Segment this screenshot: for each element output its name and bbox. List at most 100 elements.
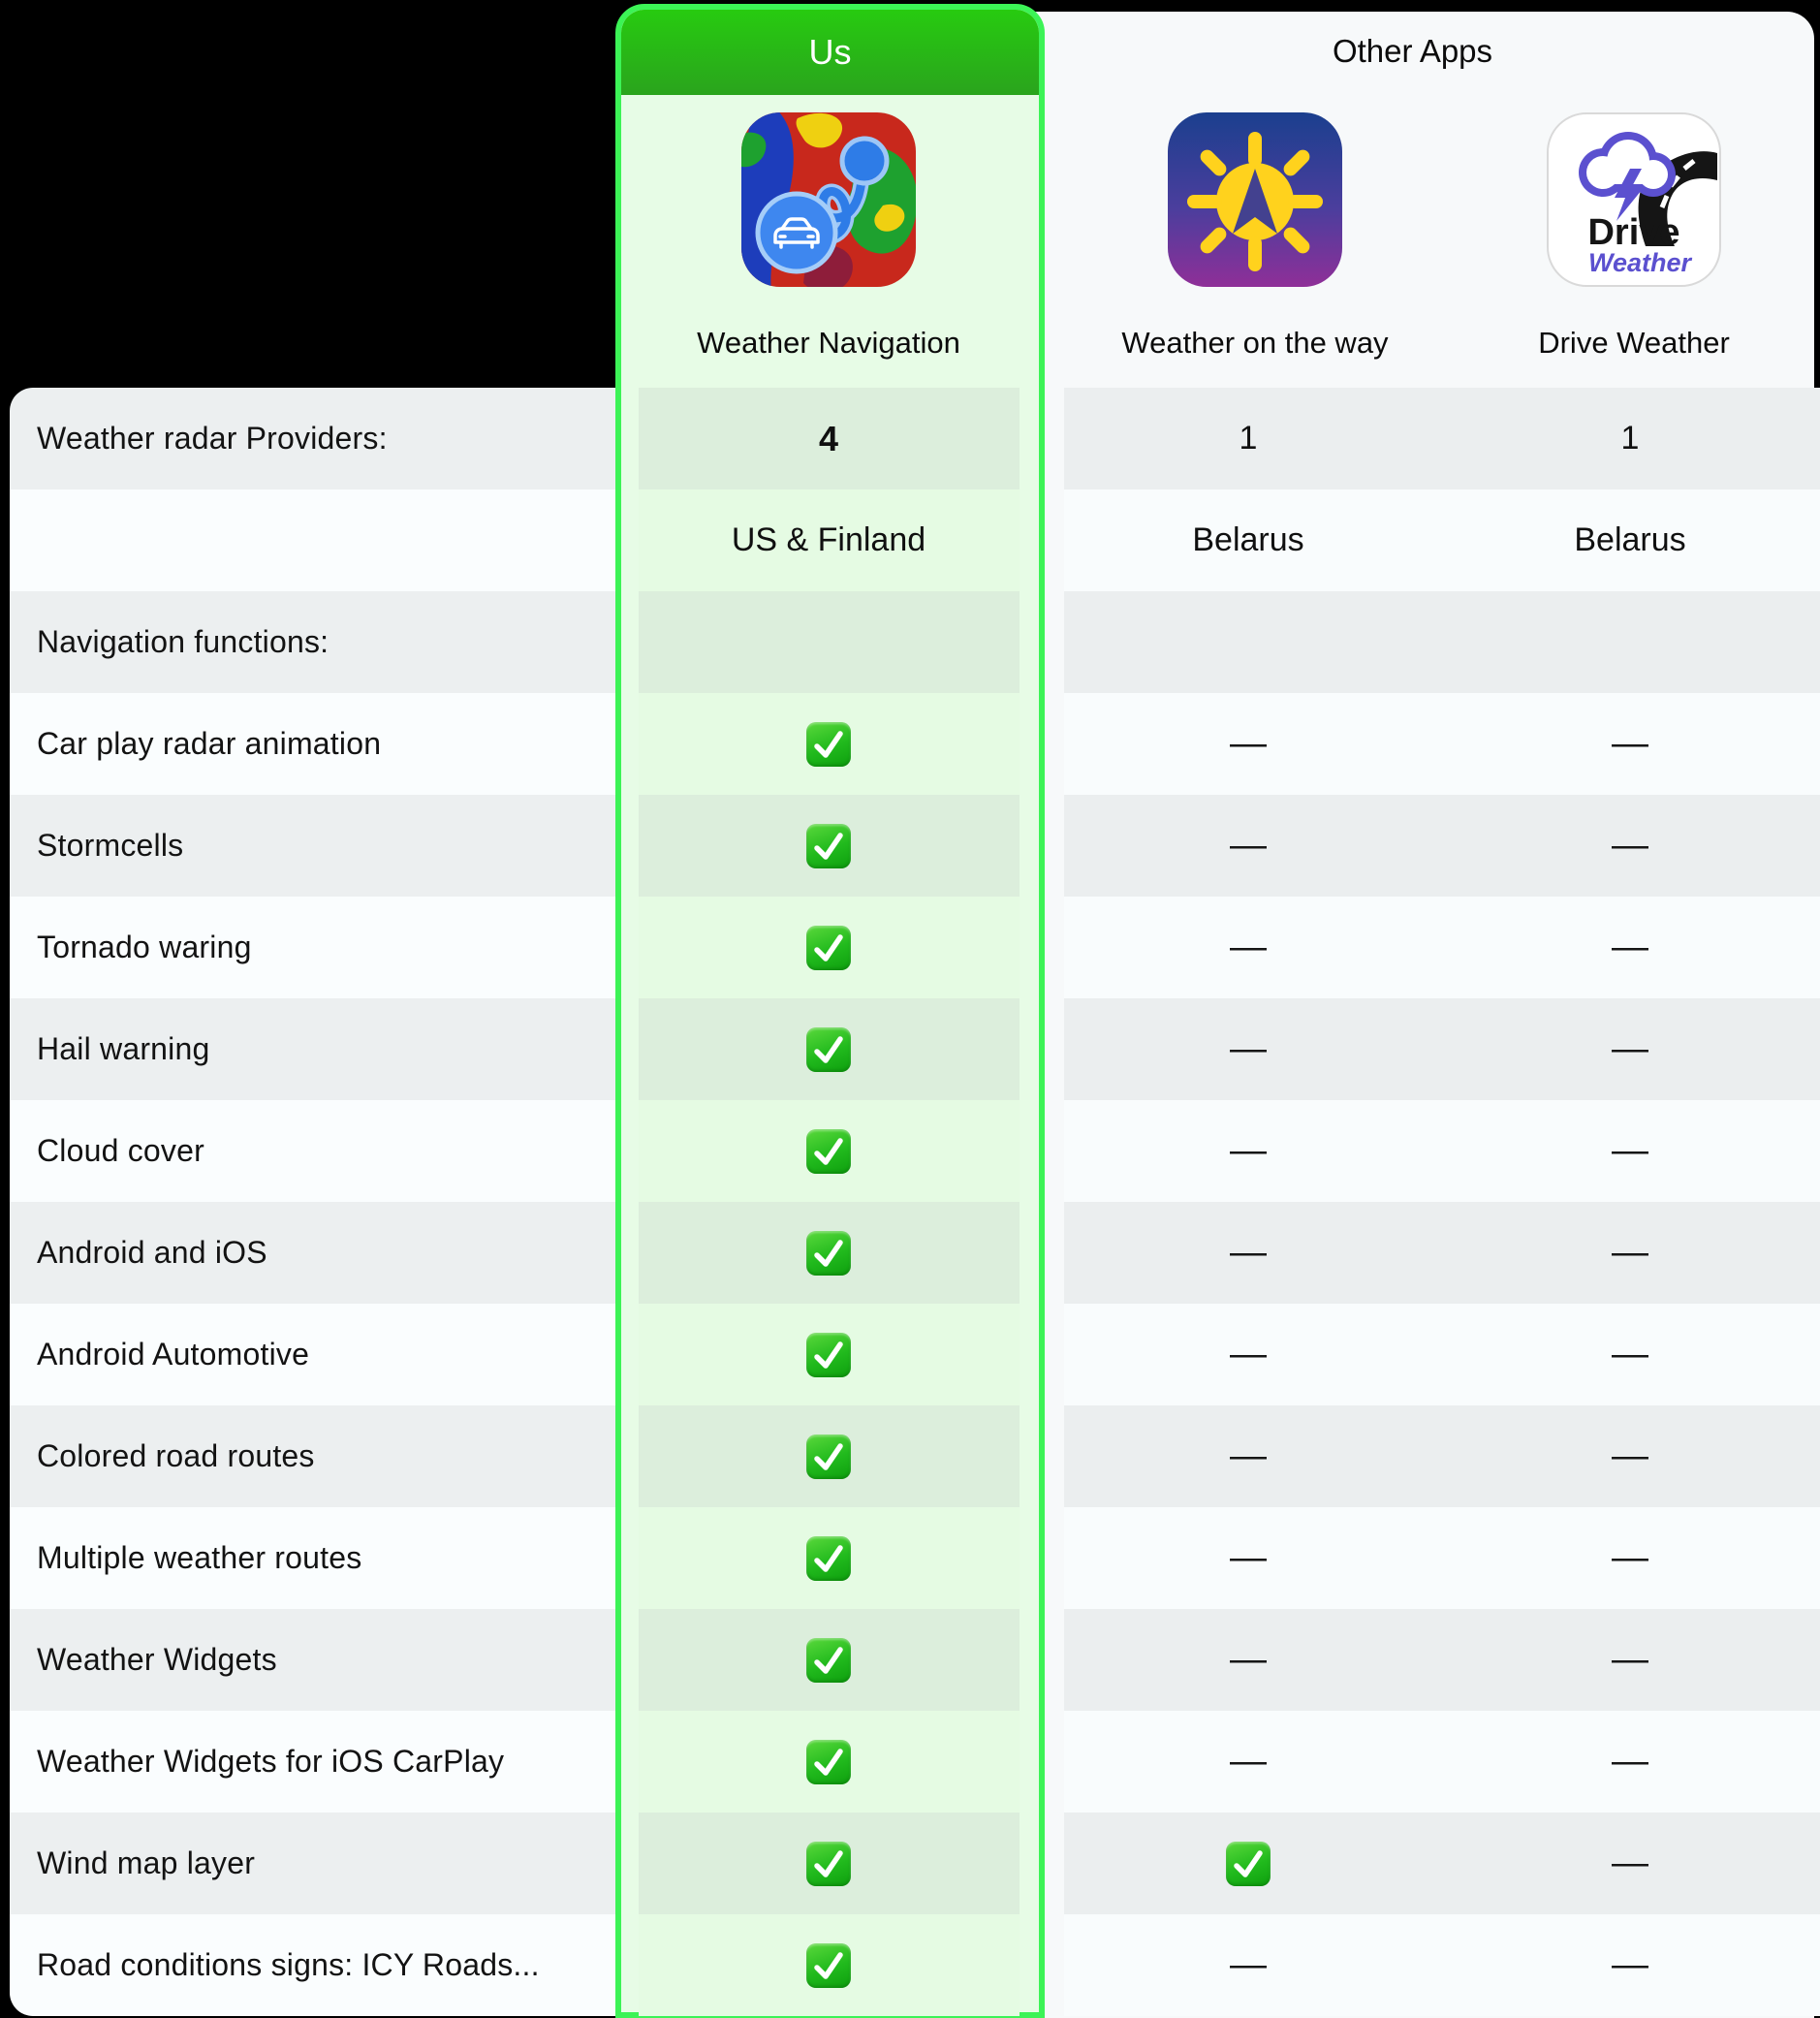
row-stripe-right [1064,1609,1820,1711]
not-available-dash: — [1230,723,1267,764]
row-value-cell [683,1813,974,1914]
row-label: Car play radar animation [37,726,382,761]
row-label: Weather Widgets for iOS CarPlay [37,1744,505,1779]
row-stripe-left [10,1507,615,1609]
check-icon [806,1739,851,1784]
row-value-cell: — [1103,1914,1394,2016]
row-value-cell: 1 [1485,388,1775,489]
row-label: Tornado waring [37,930,252,964]
row-stripe-left [10,693,615,795]
row-value-cell: — [1485,1202,1775,1304]
not-available-dash: — [1230,1028,1267,1069]
not-available-dash: — [1612,927,1648,967]
row-stripe-left [10,1405,615,1507]
row-stripe-right [1064,1813,1820,1914]
row-value-cell: — [1103,795,1394,897]
row-value-cell: — [1485,1813,1775,1914]
row-label: Multiple weather routes [37,1540,362,1575]
row-value-cell [683,897,974,998]
row-label: Navigation functions: [37,624,329,659]
row-value-cell: — [1103,1100,1394,1202]
row-stripe-left [10,1202,615,1304]
not-available-dash: — [1612,1435,1648,1476]
row-value-cell: — [1103,998,1394,1100]
check-icon [806,1026,851,1072]
row-value-cell: — [1485,1609,1775,1711]
row-label: Wind map layer [37,1845,256,1880]
row-stripe-left [10,1100,615,1202]
row-value-cell [683,795,974,897]
row-value-cell: — [1103,693,1394,795]
row-value-cell [683,1507,974,1609]
row-value-cell: — [1485,795,1775,897]
row-stripe-right [1064,591,1820,693]
row-stripe-left [10,1609,615,1711]
not-available-dash: — [1612,1130,1648,1171]
row-stripe-left [10,591,615,693]
not-available-dash: — [1612,1537,1648,1578]
us-column-cell [639,489,1020,591]
not-available-dash: — [1612,1232,1648,1273]
row-value-cell: — [1485,1711,1775,1813]
row-label: Hail warning [37,1031,210,1066]
check-icon [806,1942,851,1988]
check-icon [806,1230,851,1276]
row-value-cell [683,1100,974,1202]
not-available-dash: — [1612,825,1648,866]
row-stripe-left [10,1304,615,1405]
row-stripe-left [10,795,615,897]
check-icon [806,1637,851,1683]
row-stripe-right [1064,998,1820,1100]
row-stripe-right [1064,1202,1820,1304]
row-label: Cloud cover [37,1133,204,1168]
app-name-weather-on-the-way: Weather on the way [1121,326,1389,360]
row-stripe-right [1064,1405,1820,1507]
not-available-dash: — [1230,1537,1267,1578]
us-column-header: Us [621,10,1039,95]
us-column-cell [639,388,1020,489]
not-available-dash: — [1230,1741,1267,1782]
not-available-dash: — [1612,1334,1648,1374]
check-icon [806,925,851,970]
weather-on-the-way-app-icon [1168,112,1342,287]
app-name-drive-weather: Drive Weather [1538,326,1730,360]
row-value-cell: — [1103,1711,1394,1813]
svg-text:Weather: Weather [1588,248,1693,277]
row-value-cell [683,1202,974,1304]
cell-text-value: US & Finland [731,521,926,558]
row-stripe-right [1064,1507,1820,1609]
row-value-cell [683,998,974,1100]
row-value-cell: — [1485,693,1775,795]
row-stripe-left [10,388,615,489]
not-available-dash: — [1230,1130,1267,1171]
cell-text-value: Belarus [1192,521,1304,558]
row-stripe-left [10,998,615,1100]
row-stripe-right [1064,388,1820,489]
row-stripe-right [1064,795,1820,897]
row-stripe-right [1064,1711,1820,1813]
weather-navigation-app-icon [741,112,916,287]
row-value-cell: — [1485,1100,1775,1202]
row-stripe-left [10,1813,615,1914]
row-value-cell: — [1103,897,1394,998]
row-value-cell: 1 [1103,388,1394,489]
drive-weather-app-icon: Drive Weather [1547,112,1721,287]
check-icon [806,1434,851,1479]
not-available-dash: — [1612,1843,1648,1883]
check-icon [806,1841,851,1886]
not-available-dash: — [1230,1435,1267,1476]
check-icon [806,1535,851,1581]
row-value-cell [683,1711,974,1813]
cell-text-value: 1 [1239,420,1258,457]
row-value-cell: Belarus [1103,489,1394,591]
row-value-cell: Belarus [1485,489,1775,591]
us-column-cell [639,591,1020,693]
row-stripe-right [1064,489,1820,591]
row-stripe-right [1064,1914,1820,2016]
row-label: Android and iOS [37,1235,267,1270]
row-value-cell: — [1485,998,1775,1100]
row-value-cell: — [1103,1202,1394,1304]
row-value-cell [683,1304,974,1405]
row-label: Road conditions signs: ICY Roads... [37,1947,540,1982]
